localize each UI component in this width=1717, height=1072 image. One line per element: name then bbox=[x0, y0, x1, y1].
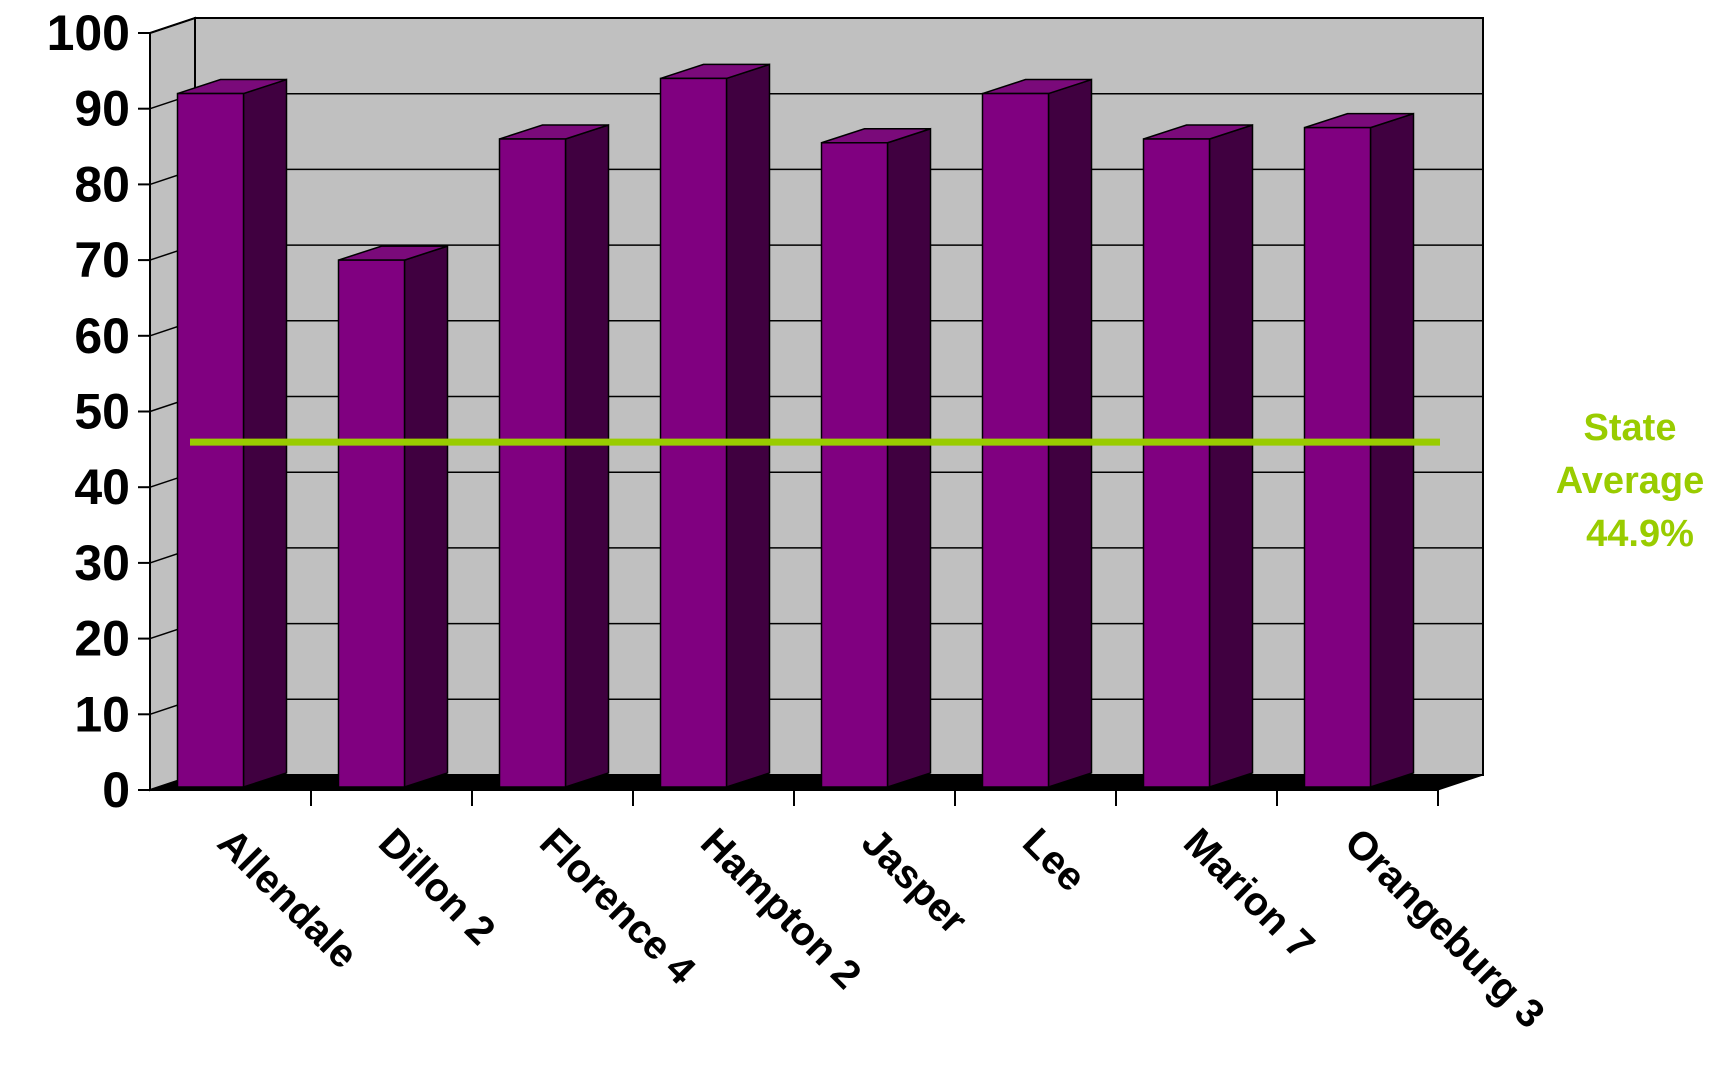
y-tick-label: 90 bbox=[74, 81, 130, 137]
bar-group bbox=[1142, 123, 1254, 789]
bar-group bbox=[498, 123, 610, 789]
y-tick-labels: 0 10 20 30 40 50 60 70 80 90 100 bbox=[47, 5, 130, 818]
y-tick-label: 0 bbox=[102, 762, 130, 818]
y-tick-label: 80 bbox=[74, 156, 130, 212]
bar-group bbox=[659, 63, 771, 789]
y-tick-label: 10 bbox=[74, 686, 130, 742]
y-tick-label: 60 bbox=[74, 308, 130, 364]
bar-group bbox=[176, 78, 288, 789]
category-label: Allendale bbox=[209, 820, 366, 977]
bar-side bbox=[1047, 78, 1093, 789]
category-label: Jasper bbox=[853, 820, 975, 942]
bar bbox=[820, 142, 889, 788]
y-tick-label: 100 bbox=[47, 5, 130, 61]
bar bbox=[498, 138, 567, 788]
bar-group bbox=[820, 127, 932, 789]
bar bbox=[659, 77, 728, 788]
bar bbox=[1303, 126, 1372, 788]
y-tick-label: 70 bbox=[74, 232, 130, 288]
state-average-label-line3: 44.9% bbox=[1586, 513, 1694, 555]
y-tick-label: 30 bbox=[74, 535, 130, 591]
bar-side bbox=[1208, 123, 1254, 789]
category-label: Dillon 2 bbox=[370, 820, 503, 953]
y-tick-label: 20 bbox=[74, 611, 130, 667]
bar-side bbox=[886, 127, 932, 789]
bar-group bbox=[337, 245, 449, 789]
bar-side bbox=[242, 78, 288, 789]
bar-group bbox=[981, 78, 1093, 789]
category-label: Florence 4 bbox=[531, 820, 704, 993]
category-label: Lee bbox=[1014, 820, 1094, 900]
state-average-label-line1: State bbox=[1584, 407, 1677, 449]
y-tick-label: 40 bbox=[74, 459, 130, 515]
bar-side bbox=[1369, 112, 1415, 789]
bar-side bbox=[564, 123, 610, 789]
axes bbox=[138, 32, 1439, 806]
category-label: Marion 7 bbox=[1175, 820, 1322, 967]
bar-side bbox=[725, 63, 771, 789]
gridline bbox=[149, 17, 1483, 34]
bar bbox=[1142, 138, 1211, 788]
state-average-label-line2: Average bbox=[1556, 460, 1705, 502]
bar-group bbox=[1303, 112, 1415, 789]
state-average: State Average 44.9% bbox=[190, 407, 1704, 555]
y-tick-label: 50 bbox=[74, 384, 130, 440]
category-label: Hampton 2 bbox=[692, 820, 869, 997]
bar bbox=[337, 259, 406, 788]
category-label: Orangeburg 3 bbox=[1336, 820, 1553, 1037]
bar-side bbox=[403, 245, 449, 789]
